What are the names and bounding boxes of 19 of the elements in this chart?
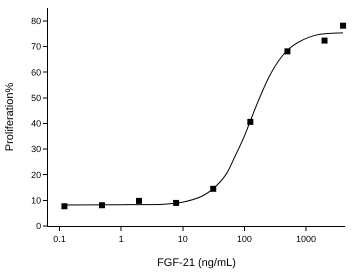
y-tick-label: 80	[31, 16, 42, 26]
y-axis-title: Proliferation%	[4, 82, 16, 152]
point	[61, 203, 68, 210]
y-tick-label: 70	[31, 42, 42, 52]
x-tick-label: 1	[118, 234, 124, 244]
point	[136, 198, 142, 204]
y-tick-label: 0	[36, 221, 42, 232]
x-tick-label: 0.1	[53, 234, 66, 244]
x-tick-label: 100	[236, 234, 252, 244]
y-tick-label: 30	[31, 144, 42, 154]
y-tick-label: 60	[31, 67, 42, 78]
y-tick-label: 10	[31, 196, 42, 206]
y-tick-label: 50	[31, 92, 42, 103]
y-tick-label: 20	[31, 170, 42, 180]
y-tick-label: 40	[31, 118, 42, 129]
x-axis-title: FGF-21 (ng/mL)	[157, 257, 236, 269]
x-tick-label: 1000	[296, 234, 316, 244]
point	[322, 38, 328, 44]
x-tick-label: 10	[178, 234, 188, 244]
